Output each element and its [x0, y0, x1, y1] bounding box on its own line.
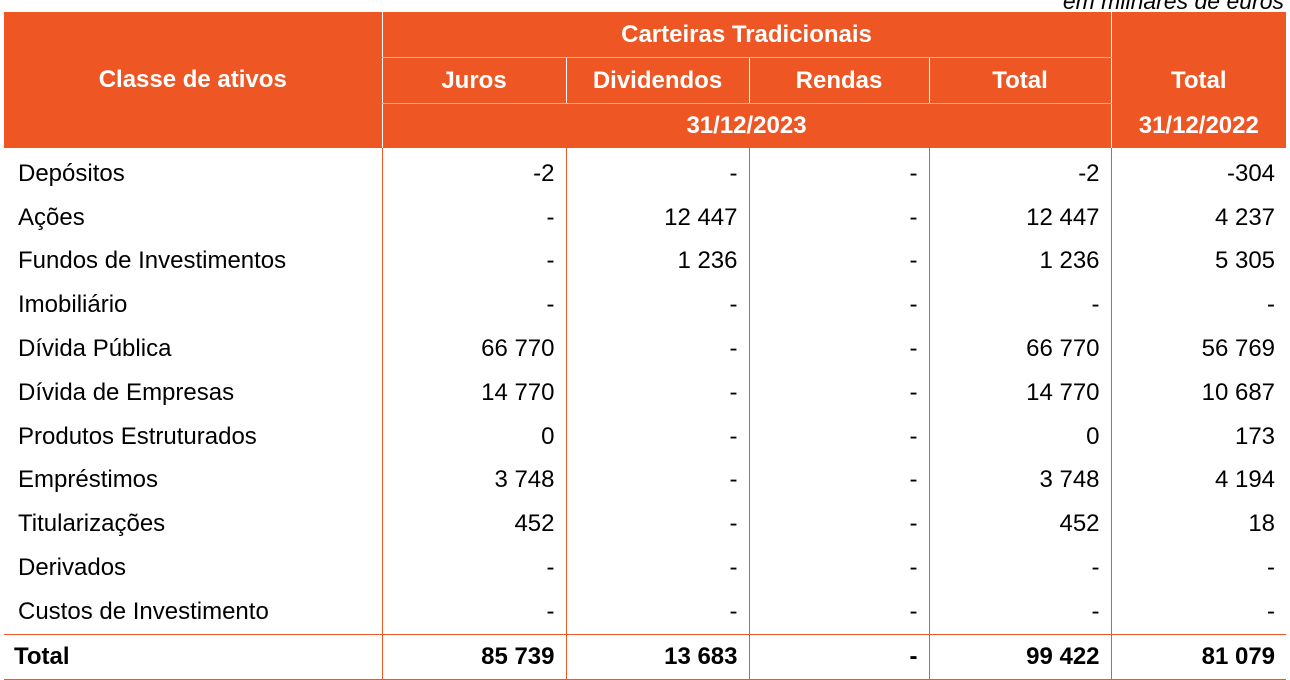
- table-row: Produtos Estruturados 0- -0 173: [4, 414, 1287, 459]
- unit-note: em milhares de euros: [1062, 0, 1284, 14]
- table-cell: -: [748, 195, 929, 240]
- table-cell: 12 447: [565, 195, 749, 240]
- table-row: Custos de Investimento - - - - -: [4, 589, 1287, 635]
- header-asset-class: Classe de ativos: [4, 12, 382, 148]
- table-cell: -: [381, 546, 566, 590]
- table-row: Titularizações 452- -452 18: [4, 502, 1287, 547]
- table-cell: 1 236: [928, 239, 1112, 284]
- header-col-rendas: Rendas: [748, 57, 929, 104]
- table-cell: -304: [1110, 148, 1287, 196]
- table-cell: 3 748: [928, 458, 1112, 503]
- total-cell: 85 739: [381, 633, 566, 680]
- row-label: Dívida Pública: [18, 335, 172, 363]
- table-cell: -: [565, 414, 749, 459]
- header-col-total-2022: Total: [1110, 57, 1287, 104]
- table-cell: -: [565, 148, 749, 196]
- table-cell: 14 770: [928, 370, 1112, 415]
- table-cell: 4 194: [1110, 458, 1287, 503]
- table-cell: -: [748, 148, 929, 196]
- table-row: Ações -12 447-12 447 4 237: [4, 195, 1287, 240]
- total-cell: 81 079: [1110, 633, 1287, 680]
- table-cell: 56 769: [1110, 327, 1287, 371]
- table-cell: -2: [381, 148, 566, 196]
- total-cell: 13 683: [565, 633, 749, 680]
- table-cell: -: [565, 283, 749, 328]
- table-cell: -: [565, 589, 749, 635]
- table-cell: 1 236: [565, 239, 749, 284]
- header-col-dividendos: Dividendos: [565, 57, 749, 104]
- table-cell: -: [748, 370, 929, 415]
- table-cell: -: [1110, 546, 1287, 590]
- table-cell: -2: [928, 148, 1112, 196]
- row-label: Titularizações: [18, 510, 166, 538]
- table-cell: -: [748, 458, 929, 503]
- header-period-current: 31/12/2023: [381, 103, 1112, 148]
- table-cell: 0: [928, 414, 1112, 459]
- table-row: Fundos de Investimentos -1 236-1 236 5 305: [4, 239, 1287, 284]
- table-cell: 452: [928, 502, 1112, 547]
- row-label: Depósitos: [18, 159, 125, 187]
- header-empty: [1110, 12, 1287, 58]
- table-body: Depósitos -2- - -2 -304 Ações -12 447-12 447 4 …: [4, 148, 1287, 635]
- table-row: Dívida de Empresas 14 770- -14 770 10 687: [4, 370, 1287, 415]
- table-cell: -: [748, 283, 929, 328]
- investment-income-table: Classe de ativos Carteiras Tradicionais …: [4, 12, 1287, 680]
- table-cell: 12 447: [928, 195, 1112, 240]
- table-header: Classe de ativos Carteiras Tradicionais …: [4, 12, 1287, 148]
- table-cell: 14 770: [381, 370, 566, 415]
- table-cell: 3 748: [381, 458, 566, 503]
- table-cell: -: [748, 502, 929, 547]
- table-cell: -: [748, 546, 929, 590]
- row-label: Custos de Investimento: [18, 597, 269, 625]
- table-row: Depósitos -2- - -2 -304: [4, 148, 1287, 196]
- row-label: Ações: [18, 203, 85, 231]
- table-cell: 18: [1110, 502, 1287, 547]
- header-col-total-2023: Total: [928, 57, 1112, 104]
- table-cell: 66 770: [928, 327, 1112, 371]
- row-label: Fundos de Investimentos: [18, 247, 287, 275]
- table-cell: -: [565, 370, 749, 415]
- table-cell: -: [565, 502, 749, 547]
- table-cell: 0: [381, 414, 566, 459]
- total-label: Total: [4, 633, 382, 680]
- table-row: Empréstimos 3 748- -3 748 4 194: [4, 458, 1287, 503]
- table-cell: 5 305: [1110, 239, 1287, 284]
- row-label: Dívida de Empresas: [18, 378, 235, 406]
- table-cell: 66 770: [381, 327, 566, 371]
- table-cell: -: [381, 589, 566, 635]
- table-row: Derivados - - - - -: [4, 546, 1287, 590]
- table-cell: -: [565, 327, 749, 371]
- row-label: Empréstimos: [18, 466, 159, 494]
- table-row: Dívida Pública 66 770- -66 770 56 769: [4, 327, 1287, 371]
- row-label: Imobiliário: [18, 291, 128, 319]
- table-cell: -: [381, 195, 566, 240]
- table-cell: -: [748, 589, 929, 635]
- table-cell: -: [565, 546, 749, 590]
- total-cell: -: [748, 633, 929, 680]
- table-cell: -: [928, 589, 1112, 635]
- total-cell: 99 422: [928, 633, 1112, 680]
- header-col-juros: Juros: [381, 57, 566, 104]
- table-row: Imobiliário - - - - -: [4, 283, 1287, 328]
- table-cell: 452: [381, 502, 566, 547]
- table-cell: -: [928, 283, 1112, 328]
- header-group: Carteiras Tradicionais: [381, 12, 1112, 58]
- header-period-previous: 31/12/2022: [1110, 103, 1287, 148]
- table-cell: -: [748, 327, 929, 371]
- row-label: Produtos Estruturados: [18, 422, 257, 450]
- table-cell: -: [565, 458, 749, 503]
- table-footer: Total 85 739 13 683 - 99 422 81 079: [4, 633, 1287, 680]
- table-cell: -: [748, 414, 929, 459]
- table-cell: 10 687: [1110, 370, 1287, 415]
- total-row: Total 85 739 13 683 - 99 422 81 079: [4, 633, 1287, 680]
- table-cell: -: [381, 283, 566, 328]
- table-cell: 173: [1110, 414, 1287, 459]
- table-cell: 4 237: [1110, 195, 1287, 240]
- table-cell: -: [381, 239, 566, 284]
- table-cell: -: [1110, 589, 1287, 635]
- table-cell: -: [748, 239, 929, 284]
- table-cell: -: [928, 546, 1112, 590]
- table-cell: -: [1110, 283, 1287, 328]
- row-label: Derivados: [18, 554, 127, 582]
